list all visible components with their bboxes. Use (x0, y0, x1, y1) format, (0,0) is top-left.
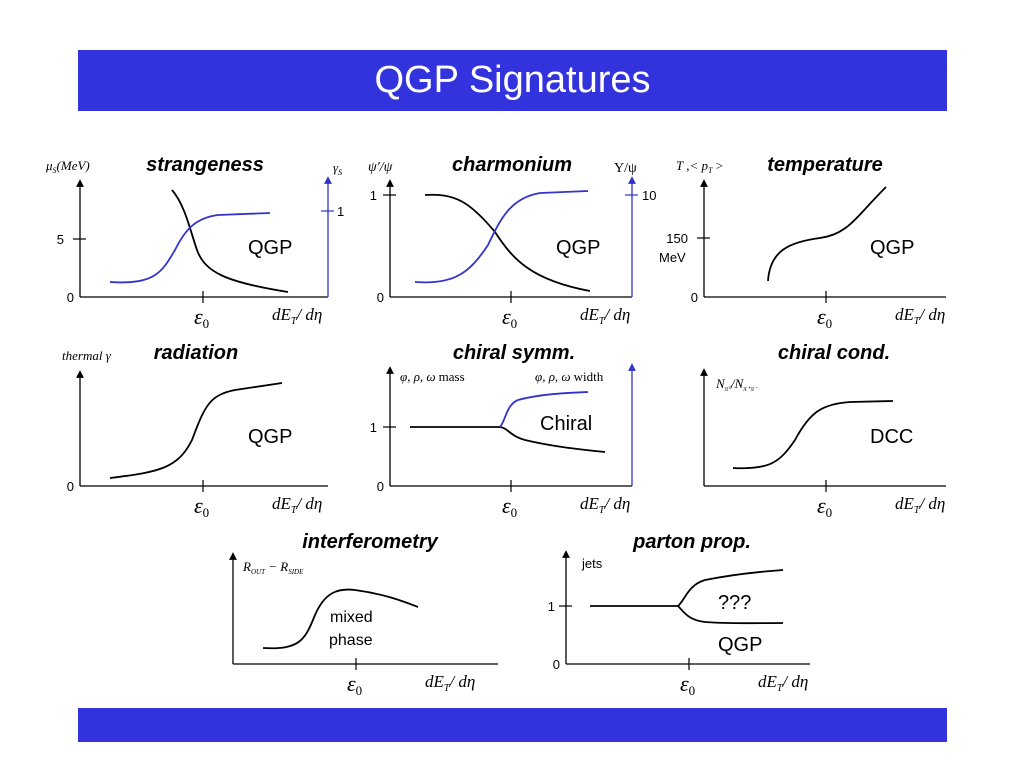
left-axis-label: jets (581, 556, 603, 571)
temperature-curve (767, 186, 887, 282)
left-axis-label: ψ′/ψ (368, 160, 393, 175)
zero-label: 0 (67, 479, 74, 494)
mass-curve (410, 426, 606, 453)
left-axis-label: ROUT − RSIDE (242, 559, 304, 576)
panel-title: parton prop. (632, 531, 751, 553)
upsilon-ratio-curve (414, 190, 589, 284)
panel-title: chiral cond. (778, 342, 890, 364)
x-axis-label: dET/ dη (895, 494, 945, 516)
epsilon-label: ε0 (817, 304, 832, 331)
zero-label: 0 (553, 657, 560, 672)
footer-bar (78, 708, 947, 742)
panel-charmonium: charmonium ψ′/ψ Υ/ψ 1 0 10 QGP ε0 dET/ d… (368, 154, 656, 331)
qgp-label: QGP (248, 237, 292, 259)
right-axis-label: Υ/ψ (614, 161, 637, 176)
epsilon-label: ε0 (194, 493, 209, 520)
zero-label: 0 (691, 290, 698, 305)
epsilon-label: ε0 (347, 671, 362, 698)
tick-label-5: 5 (57, 232, 64, 247)
panel-title: chiral symm. (453, 342, 575, 364)
radiation-curve (109, 382, 283, 479)
width-curve (499, 391, 589, 428)
tick-label-1: 1 (548, 599, 555, 614)
zero-label: 0 (67, 290, 74, 305)
title-banner: QGP Signatures (78, 50, 947, 111)
unknown-label: ??? (718, 592, 751, 614)
epsilon-label: ε0 (502, 304, 517, 331)
panel-chiral-condensate: chiral cond. Nπ⁰/Nπ⁺π⁻ DCC ε0 dET/ dη (700, 342, 946, 520)
zero-label: 0 (377, 290, 384, 305)
radius-curve (262, 588, 419, 650)
chiral-label: Chiral (540, 413, 592, 435)
dcc-curve (732, 400, 894, 470)
x-axis-label: dET/ dη (580, 305, 630, 327)
qgp-label: QGP (870, 237, 914, 259)
right-tick-label: 10 (642, 188, 656, 203)
panel-temperature: temperature T ,< pT > 150 MeV 0 QGP ε0 d… (659, 154, 946, 331)
x-axis-label: dET/ dη (425, 672, 475, 694)
x-axis-label: dET/ dη (272, 305, 322, 327)
panel-radiation: radiation thermal γ 0 QGP ε0 dET/ dη (62, 342, 328, 520)
x-axis-label: dET/ dη (895, 305, 945, 327)
phase-label: phase (329, 632, 373, 649)
panel-title: interferometry (302, 531, 438, 553)
mu-s-curve (171, 189, 289, 293)
left-axis-label: φ, ρ, ω mass (400, 369, 465, 384)
qgp-label: QGP (718, 634, 762, 656)
upper-jet-curve (590, 569, 784, 607)
panel-chiral-symmetry: chiral symm. φ, ρ, ω mass φ, ρ, ω width 1 … (370, 342, 636, 520)
epsilon-label: ε0 (194, 304, 209, 331)
panel-title: temperature (767, 154, 883, 176)
panel-parton-propagation: parton prop. jets 1 0 ??? QGP ε0 dET/ dη (548, 531, 810, 698)
panel-title: radiation (154, 342, 238, 364)
right-axis-label: φ, ρ, ω width (535, 369, 604, 384)
epsilon-label: ε0 (817, 493, 832, 520)
right-axis-label: γS (333, 160, 342, 177)
epsilon-label: ε0 (680, 671, 695, 698)
tick-label-1: 1 (370, 188, 377, 203)
x-axis-label: dET/ dη (758, 672, 808, 694)
tick-label-150: 150 (666, 231, 688, 246)
lower-jet-curve (677, 605, 784, 625)
qgp-label: QGP (556, 237, 600, 259)
left-axis-label: Nπ⁰/Nπ⁺π⁻ (715, 376, 759, 393)
tick-label-1: 1 (370, 420, 377, 435)
panel-strangeness: strangeness μS(MeV) γS 5 0 1 QGP ε0 dET/… (45, 154, 344, 331)
tick-unit: MeV (659, 250, 686, 265)
left-axis-label: μS(MeV) (45, 158, 90, 175)
panel-title: charmonium (452, 154, 572, 176)
mixed-label: mixed (330, 609, 373, 626)
panel-title: strangeness (146, 154, 264, 176)
qgp-label: QGP (248, 426, 292, 448)
slide-title: QGP Signatures (374, 59, 651, 101)
x-axis-label: dET/ dη (272, 494, 322, 516)
gamma-s-curve (109, 212, 271, 284)
dcc-label: DCC (870, 426, 913, 448)
zero-label: 0 (377, 479, 384, 494)
right-tick-label: 1 (337, 204, 344, 219)
x-axis-label: dET/ dη (580, 494, 630, 516)
left-axis-label: thermal γ (62, 348, 112, 363)
epsilon-label: ε0 (502, 493, 517, 520)
panel-interferometry: interferometry ROUT − RSIDE mixed phase … (229, 531, 498, 698)
left-axis-label: T ,< pT > (676, 158, 723, 175)
